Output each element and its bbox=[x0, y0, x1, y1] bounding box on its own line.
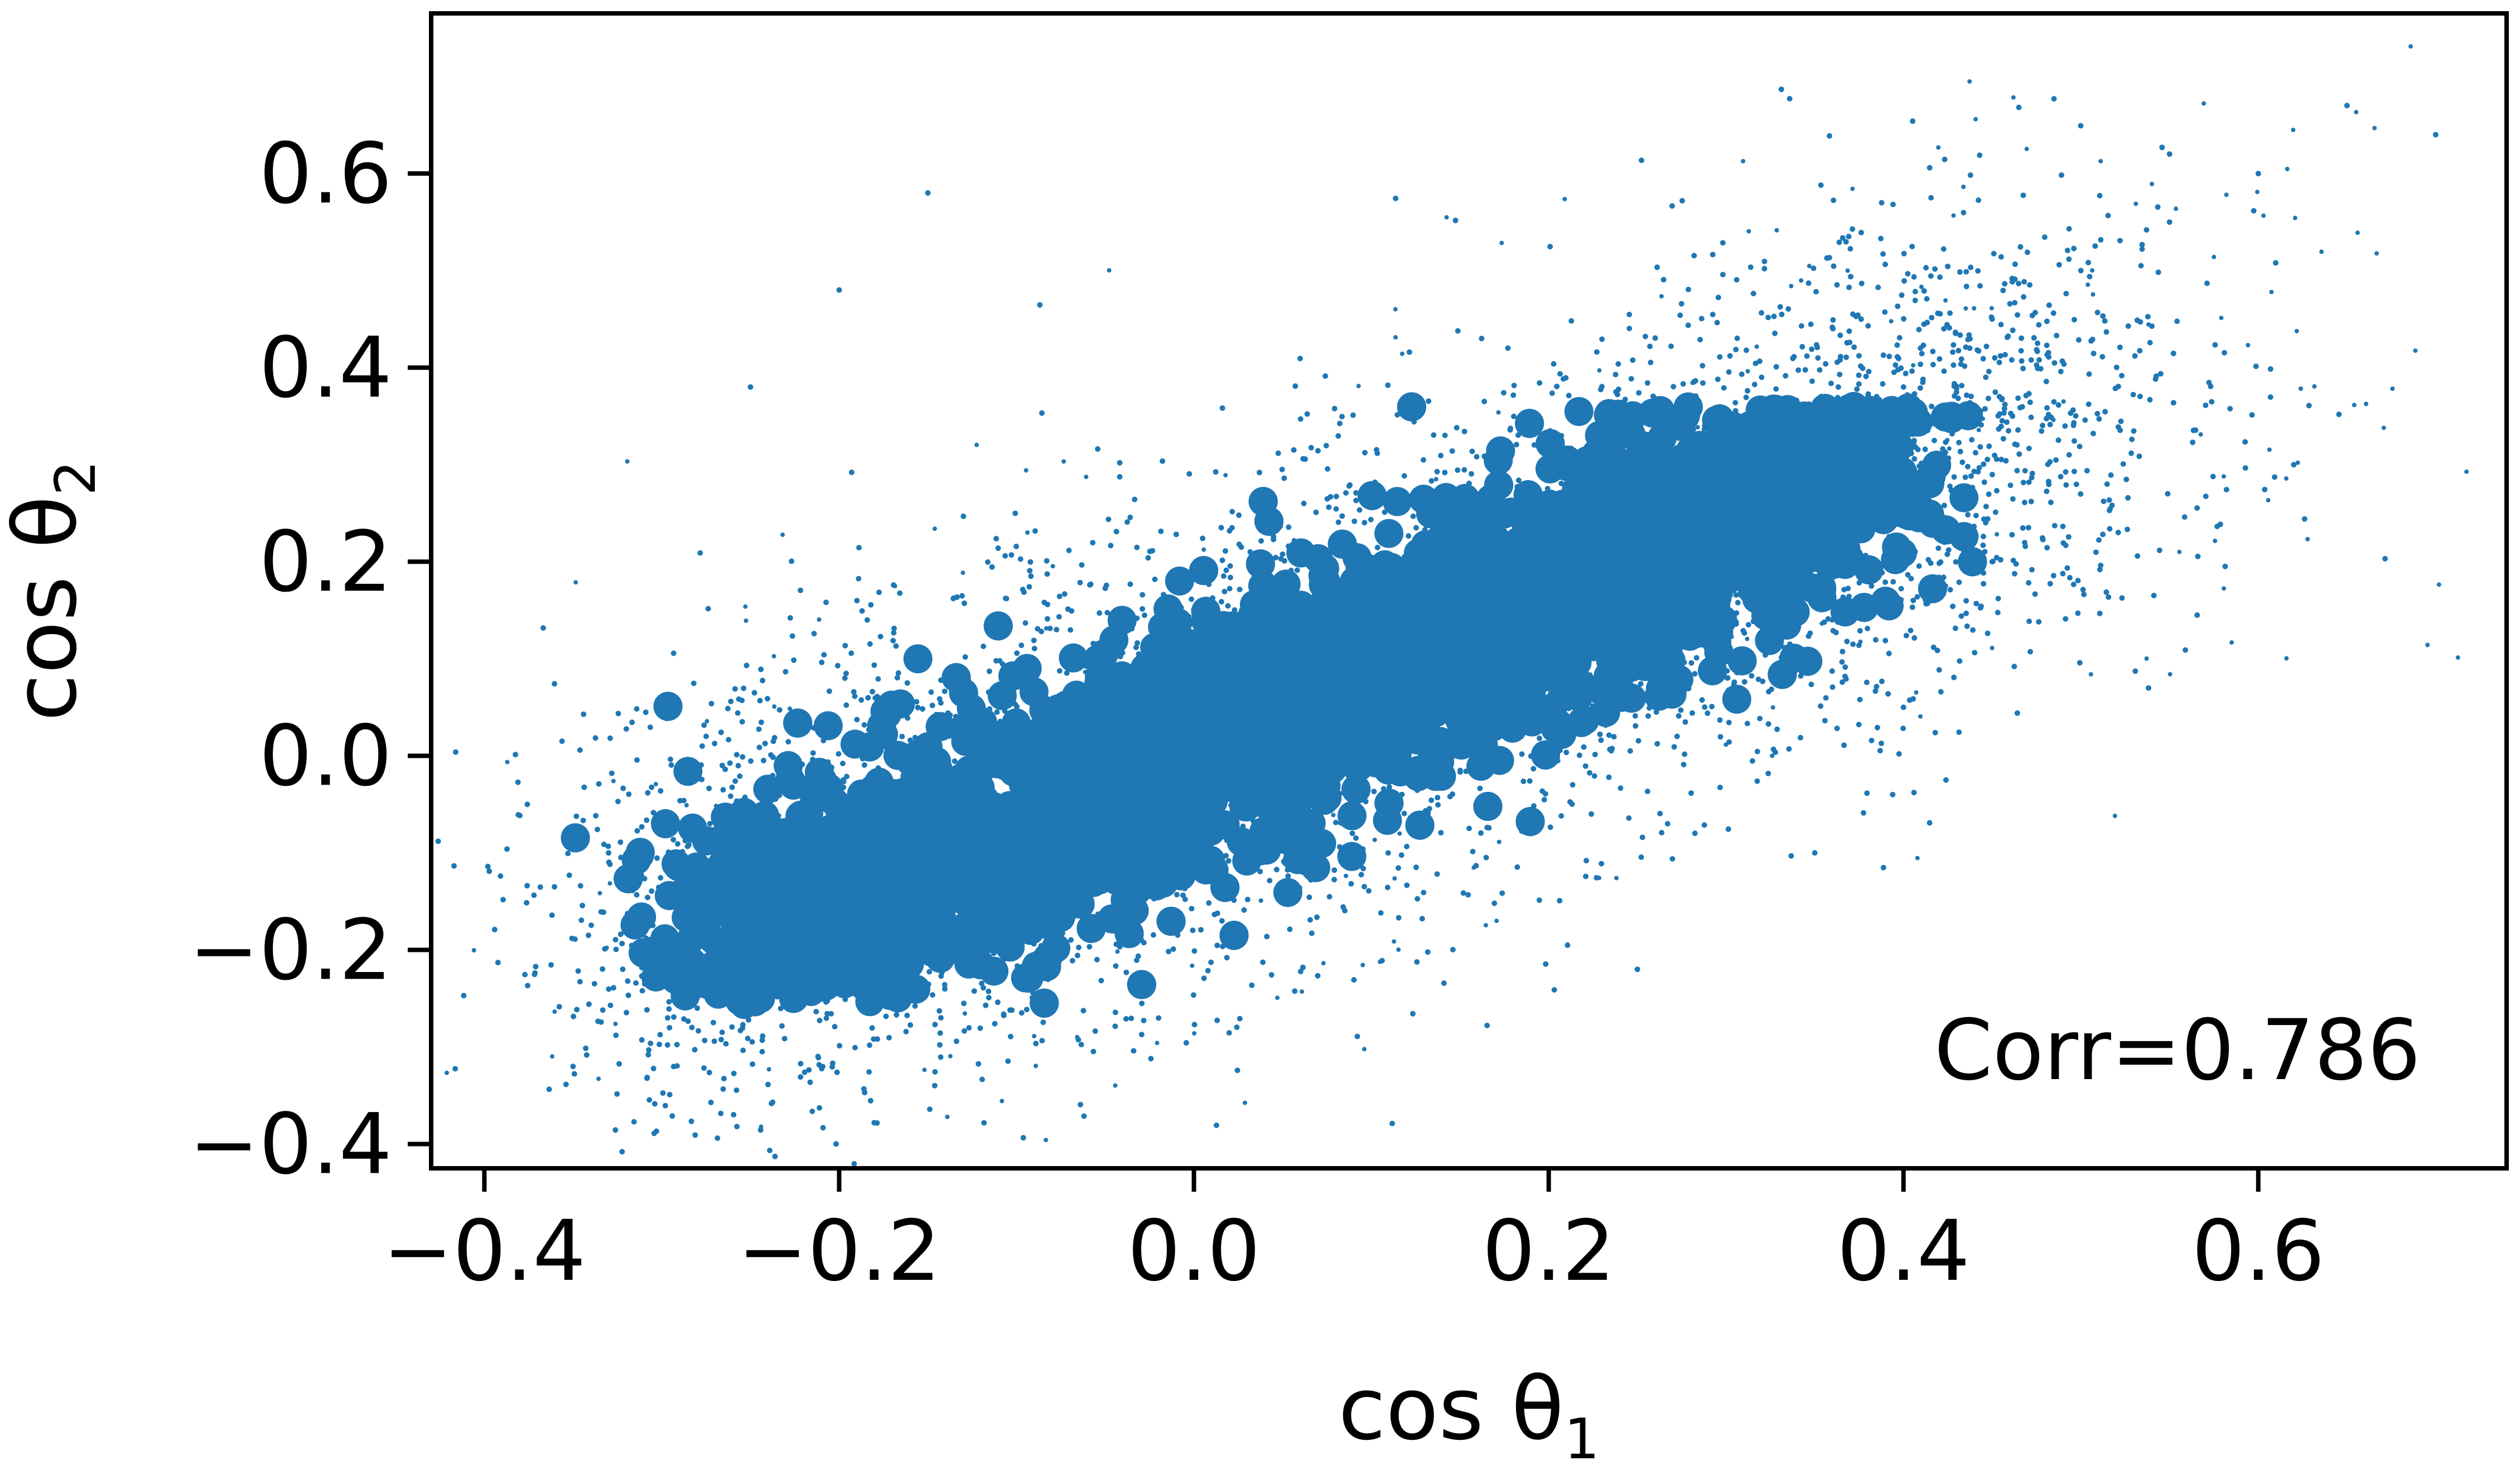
data-point bbox=[673, 757, 703, 786]
data-point bbox=[1059, 643, 1088, 673]
scatter-points bbox=[435, 44, 2469, 1167]
data-point bbox=[813, 711, 843, 741]
data-point bbox=[1484, 446, 1513, 475]
data-point bbox=[1165, 566, 1194, 596]
data-point bbox=[1564, 396, 1594, 426]
data-point bbox=[1645, 396, 1675, 425]
data-point bbox=[1918, 574, 1947, 603]
data-point bbox=[903, 644, 933, 674]
data-point bbox=[966, 950, 996, 980]
data-point bbox=[1337, 842, 1367, 871]
